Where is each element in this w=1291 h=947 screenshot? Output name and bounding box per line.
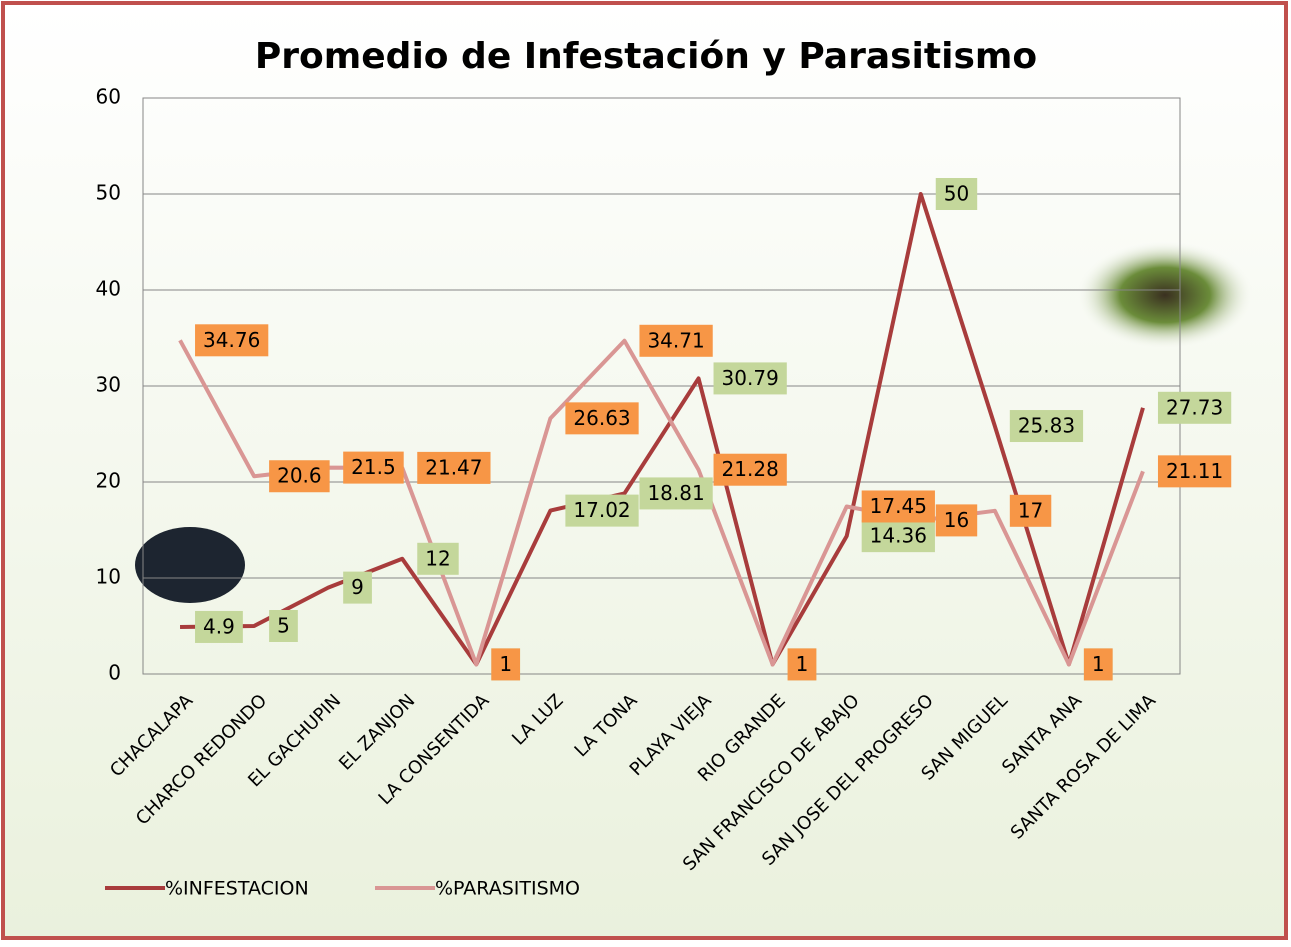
- series-line: [180, 192, 1145, 667]
- data-label: 25.83: [1018, 414, 1075, 438]
- data-label: 17: [1018, 498, 1043, 522]
- data-label-box: [787, 648, 817, 681]
- data-label-box: [1009, 494, 1052, 527]
- data-label: 1: [499, 652, 512, 676]
- data-label-box: [269, 460, 330, 493]
- data-label-box: [713, 453, 787, 486]
- legend: %INFESTACION %PARASITISMO: [105, 878, 580, 900]
- insect-photo: [135, 527, 245, 603]
- data-label-box: [1083, 648, 1113, 681]
- data-label: 34.71: [647, 328, 704, 352]
- data-label: 14.36: [870, 524, 927, 548]
- y-tick-label: 10: [96, 565, 121, 589]
- data-label: 12: [425, 546, 450, 570]
- data-label: 21.28: [722, 457, 779, 481]
- data-label-box: [935, 178, 978, 210]
- data-label: 50: [944, 182, 969, 206]
- data-label: 17.02: [573, 498, 630, 522]
- data-label: 18.81: [647, 481, 704, 505]
- data-label: 1: [1092, 652, 1105, 676]
- data-label: 9: [351, 575, 364, 599]
- data-label: 5: [277, 614, 290, 638]
- data-label-box: [861, 520, 935, 553]
- data-label-box: [713, 362, 787, 395]
- data-label-box: [343, 571, 372, 604]
- data-label-box: [491, 648, 521, 681]
- y-tick-label: 30: [96, 373, 121, 397]
- data-label-box: [565, 402, 639, 435]
- data-label: 21.5: [351, 455, 396, 479]
- data-label-box: [417, 542, 459, 575]
- data-label: 4.9: [203, 614, 235, 638]
- data-label: 21.11: [1166, 459, 1223, 483]
- data-label: 34.76: [203, 328, 260, 352]
- data-label-box: [639, 477, 713, 510]
- series-line: [178, 338, 1145, 667]
- legend-label: %INFESTACION: [165, 878, 309, 900]
- data-label-box: [343, 451, 404, 484]
- data-label-box: [565, 494, 639, 527]
- data-label-box: [1009, 410, 1084, 443]
- data-label: 1: [796, 652, 809, 676]
- data-label-box: [195, 610, 243, 643]
- data-label-box: [935, 504, 978, 537]
- data-label-box: [269, 610, 298, 642]
- data-label: 16: [944, 508, 969, 532]
- y-tick-label: 50: [96, 181, 121, 205]
- data-label: 20.6: [277, 464, 322, 488]
- data-label-box: [861, 490, 935, 523]
- data-label: 17.45: [870, 494, 927, 518]
- insect-photo: [1075, 240, 1255, 350]
- data-label: 27.73: [1166, 395, 1223, 419]
- chart-title: Promedio de Infestación y Parasitismo: [255, 36, 1037, 77]
- data-label-box: [639, 324, 713, 357]
- data-label: 21.47: [425, 455, 482, 479]
- y-tick-label: 40: [96, 277, 121, 301]
- data-label-box: [1157, 391, 1232, 424]
- y-tick-label: 0: [108, 661, 121, 685]
- data-labels: 4.9 5 9 12 1 17.02 18.81 30.79 1 14.36 50 25.83 1 27.…: [195, 178, 1232, 681]
- data-label-box: [195, 324, 269, 357]
- legend-label: %PARASITISMO: [435, 878, 580, 900]
- data-label-box: [1157, 455, 1232, 488]
- y-tick-label: 20: [96, 469, 121, 493]
- data-label: 26.63: [573, 406, 630, 430]
- data-label: 30.79: [722, 366, 779, 390]
- y-tick-label: 60: [96, 85, 121, 109]
- data-label-box: [417, 451, 491, 484]
